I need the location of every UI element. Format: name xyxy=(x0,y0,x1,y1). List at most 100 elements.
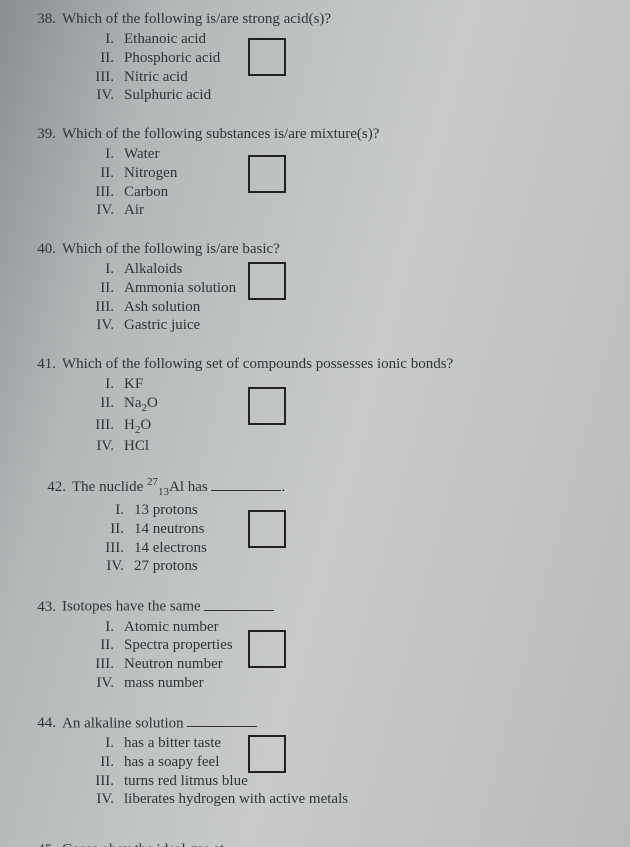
option-row: II.Spectra properties xyxy=(80,636,606,655)
question-text: Isotopes have the same xyxy=(62,596,274,616)
option-roman: I. xyxy=(80,145,124,164)
answer-box[interactable] xyxy=(248,262,286,300)
question-43: 43.Isotopes have the same I.Atomic numbe… xyxy=(30,596,606,693)
options-list: I.KFII.Na2OIII.H2OIV.HCl xyxy=(80,375,606,456)
option-text: KF xyxy=(124,375,143,394)
question-stem: 44.An alkaline solution xyxy=(30,713,606,733)
option-text: Neutron number xyxy=(124,655,223,674)
question-number: 45. xyxy=(30,841,62,847)
question-text: An alkaline solution xyxy=(62,713,257,733)
option-text: Spectra properties xyxy=(124,636,233,655)
question-stem: 39.Which of the following substances is/… xyxy=(30,125,606,143)
option-roman: II. xyxy=(80,636,124,655)
option-text: Nitrogen xyxy=(124,164,177,183)
option-roman: II. xyxy=(90,520,134,539)
option-text: Water xyxy=(124,145,159,164)
option-text: 27 protons xyxy=(134,557,198,576)
option-roman: IV. xyxy=(80,316,124,335)
option-text: Ammonia solution xyxy=(124,279,236,298)
option-text: Air xyxy=(124,201,144,220)
option-text: Gastric juice xyxy=(124,316,200,335)
options-list: I.AlkaloidsII.Ammonia solutionIII.Ash so… xyxy=(80,260,606,335)
question-text: Which of the following set of compounds … xyxy=(62,355,453,373)
question-stem: 38.Which of the following is/are strong … xyxy=(30,10,606,28)
option-text: 13 protons xyxy=(134,501,198,520)
question-number: 39. xyxy=(30,125,62,143)
option-row: I.has a bitter taste xyxy=(80,734,606,753)
question-number: 43. xyxy=(30,598,62,616)
options-list: I.has a bitter tasteII.has a soapy feelI… xyxy=(80,734,606,809)
option-roman: III. xyxy=(80,68,124,87)
question-40: 40.Which of the following is/are basic? I… xyxy=(30,240,606,335)
option-row: IV.27 protons xyxy=(90,557,606,576)
option-roman: III. xyxy=(80,183,124,202)
answer-box[interactable] xyxy=(248,630,286,668)
option-text: Atomic number xyxy=(124,618,219,637)
option-roman: I. xyxy=(80,375,124,394)
answer-box[interactable] xyxy=(248,38,286,76)
option-row: IV.Air xyxy=(80,201,606,220)
option-text: 14 neutrons xyxy=(134,520,204,539)
answer-box[interactable] xyxy=(248,387,286,425)
option-roman: II. xyxy=(80,753,124,772)
option-row: III.Neutron number xyxy=(80,655,606,674)
question-stem: 42.The nuclide 2713Al has . xyxy=(40,476,606,499)
option-roman: I. xyxy=(80,260,124,279)
question-number: 41. xyxy=(30,355,62,373)
options-list: I.WaterII.NitrogenIII.CarbonIV.Air xyxy=(80,145,606,220)
option-text: Phosphoric acid xyxy=(124,49,220,68)
option-roman: IV. xyxy=(80,674,124,693)
question-number: 40. xyxy=(30,240,62,258)
option-roman: IV. xyxy=(80,201,124,220)
question-text: Which of the following is/are basic? xyxy=(62,240,280,258)
question-text: Which of the following is/are strong aci… xyxy=(62,10,331,28)
option-text: 14 electrons xyxy=(134,539,207,558)
option-text: has a soapy feel xyxy=(124,753,219,772)
option-roman: II. xyxy=(80,164,124,183)
question-stem: 45.Gases obey the ideal gas at xyxy=(30,839,606,847)
option-text: Nitric acid xyxy=(124,68,188,87)
option-roman: II. xyxy=(80,394,124,416)
option-roman: I. xyxy=(80,618,124,637)
answer-box[interactable] xyxy=(248,155,286,193)
option-row: IV.Sulphuric acid xyxy=(80,86,606,105)
option-row: I.Alkaloids xyxy=(80,260,606,279)
option-row: III.Ash solution xyxy=(80,298,606,317)
option-text: Na2O xyxy=(124,394,158,416)
question-number: 44. xyxy=(30,714,62,732)
option-text: has a bitter taste xyxy=(124,734,221,753)
option-row: IV.mass number xyxy=(80,674,606,693)
option-roman: III. xyxy=(90,539,134,558)
option-text: HCl xyxy=(124,437,149,456)
question-41: 41.Which of the following set of compoun… xyxy=(30,355,606,456)
option-roman: IV. xyxy=(80,86,124,105)
option-roman: III. xyxy=(80,416,124,438)
option-row: II.Na2O xyxy=(80,394,606,416)
question-42: 42.The nuclide 2713Al has .I.13 protonsI… xyxy=(40,476,606,576)
question-38: 38.Which of the following is/are strong … xyxy=(30,10,606,105)
option-row: IV.Gastric juice xyxy=(80,316,606,335)
option-row: III.H2O xyxy=(80,416,606,438)
option-row: I.Ethanoic acid xyxy=(80,30,606,49)
option-text: Ash solution xyxy=(124,298,200,317)
question-number: 38. xyxy=(30,10,62,28)
option-text: turns red litmus blue xyxy=(124,772,248,791)
option-text: Sulphuric acid xyxy=(124,86,211,105)
question-45: 45.Gases obey the ideal gas at I.Low tem… xyxy=(30,839,606,847)
option-roman: IV. xyxy=(90,557,134,576)
option-text: H2O xyxy=(124,416,151,438)
options-list: I.Atomic numberII.Spectra propertiesIII.… xyxy=(80,618,606,693)
option-roman: I. xyxy=(90,501,134,520)
option-roman: IV. xyxy=(80,437,124,456)
answer-box[interactable] xyxy=(248,510,286,548)
option-row: II.Ammonia solution xyxy=(80,279,606,298)
option-text: mass number xyxy=(124,674,204,693)
option-text: Alkaloids xyxy=(124,260,182,279)
option-roman: III. xyxy=(80,655,124,674)
question-stem: 41.Which of the following set of compoun… xyxy=(30,355,606,373)
answer-box[interactable] xyxy=(248,735,286,773)
option-text: liberates hydrogen with active metals xyxy=(124,790,348,809)
option-roman: II. xyxy=(80,279,124,298)
option-roman: I. xyxy=(80,734,124,753)
option-row: I.13 protons xyxy=(90,501,606,520)
